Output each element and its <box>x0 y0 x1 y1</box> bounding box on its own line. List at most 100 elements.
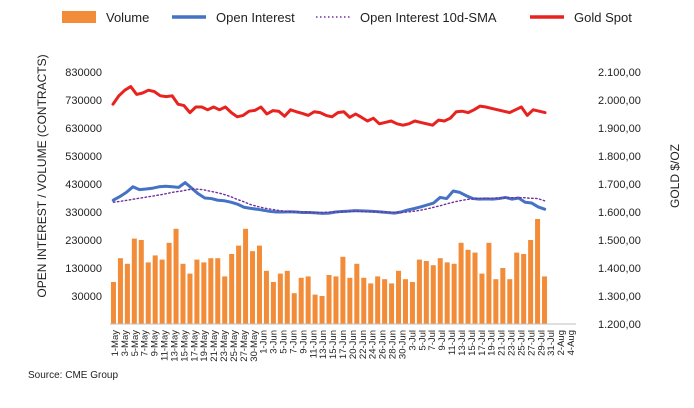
legend-label: Gold Spot <box>574 10 632 25</box>
volume-bar <box>479 273 485 324</box>
left-tick-label: 130000 <box>65 263 102 275</box>
left-tick-label: 230000 <box>65 235 102 247</box>
x-tick-label: 24-Jun <box>368 330 379 359</box>
x-tick-label: 3-Jun <box>269 330 280 354</box>
volume-bar <box>416 259 422 324</box>
x-tick-label: 26-Jun <box>378 330 389 359</box>
volume-bar <box>284 270 290 324</box>
left-axis-ticks: 830000 730000 630000 530000 430000 330000 2300… <box>65 67 102 303</box>
volume-bar <box>277 273 283 324</box>
volume-bar <box>166 242 172 324</box>
x-tick-label: 13-Jun <box>318 330 329 359</box>
volume-bar <box>222 276 228 324</box>
volume-bar <box>396 270 402 324</box>
volume-bar <box>507 279 513 324</box>
x-tick-label: 30-Jun <box>398 330 409 359</box>
volume-bar <box>180 263 186 324</box>
volume-bar <box>368 283 374 324</box>
volume-bar <box>500 268 506 324</box>
x-tick-label: 28-Jun <box>388 330 399 359</box>
volume-bar <box>291 293 297 324</box>
volume-bar <box>486 242 492 324</box>
left-tick-label: 330000 <box>65 207 102 219</box>
volume-bar <box>159 259 165 324</box>
x-tick-label: 17-Jun <box>338 330 349 359</box>
left-axis-label: OPEN INTEREST / VOLUME (CONTRACTS) <box>35 54 49 297</box>
right-tick-label: 2.100,00 <box>598 67 641 79</box>
legend-item: Open Interest 10d-SMA <box>316 10 497 25</box>
x-tick-label: 7-Jul <box>427 330 438 351</box>
volume-bar <box>389 283 395 324</box>
volume-bar <box>263 270 269 324</box>
volume-bar <box>423 261 429 324</box>
right-tick-label: 1.800,00 <box>598 151 641 163</box>
left-tick-label: 430000 <box>65 179 102 191</box>
x-tick-label: 5-Jun <box>279 330 290 354</box>
volume-bar <box>236 245 242 324</box>
volume-bar <box>152 255 158 324</box>
legend-swatch <box>62 11 96 23</box>
left-tick-label: 30000 <box>71 291 102 303</box>
x-tick-label: 15-Jun <box>328 330 339 359</box>
x-tick-label: 25-Jul <box>517 330 528 356</box>
volume-bar <box>326 275 332 324</box>
right-tick-label: 1.500,00 <box>598 235 641 247</box>
x-tick-label: 29-Jul <box>536 330 547 356</box>
x-tick-label: 30-May <box>249 330 260 362</box>
x-tick-label: 9-Jun <box>298 330 309 354</box>
volume-bars <box>110 219 548 324</box>
volume-bar <box>430 265 436 324</box>
volume-bar <box>298 277 304 324</box>
volume-bar <box>256 245 262 324</box>
volume-bar <box>437 258 443 324</box>
volume-bar <box>201 262 207 324</box>
volume-bar <box>402 279 408 324</box>
right-tick-label: 1.400,00 <box>598 263 641 275</box>
legend-item: Open Interest <box>172 10 295 25</box>
x-tick-label: 13-Jul <box>457 330 468 356</box>
volume-bar <box>375 276 381 324</box>
volume-bar <box>333 276 339 324</box>
volume-bar <box>305 276 311 324</box>
left-tick-label: 830000 <box>65 67 102 79</box>
x-tick-label: 11-May <box>160 330 171 361</box>
right-tick-label: 1.900,00 <box>598 123 641 135</box>
volume-bar <box>535 219 541 324</box>
volume-bar <box>528 240 534 324</box>
volume-bar <box>173 228 179 324</box>
x-tick-label: 7-May <box>140 330 151 357</box>
volume-bar <box>514 252 520 324</box>
left-tick-label: 630000 <box>65 123 102 135</box>
x-tick-label: 23-May <box>219 330 230 362</box>
right-axis-label: GOLD $/OZ <box>668 144 682 208</box>
x-tick-label: 9-Jul <box>437 330 448 351</box>
left-tick-label: 530000 <box>65 151 102 163</box>
right-tick-label: 2.000,00 <box>598 95 641 107</box>
x-tick-label: 15-May <box>179 330 190 362</box>
x-tick-label: 9-May <box>150 330 161 357</box>
x-tick-label: 13-May <box>169 330 180 362</box>
left-tick-label: 730000 <box>65 95 102 107</box>
x-tick-label: 27-Jul <box>526 330 537 356</box>
volume-bar <box>409 282 415 324</box>
volume-bar <box>208 258 214 324</box>
volume-bar <box>465 249 471 324</box>
x-tick-label: 5-Jul <box>417 330 428 351</box>
volume-bar <box>187 273 193 324</box>
x-tick-label: 3-Jul <box>407 330 418 351</box>
volume-bar <box>110 282 116 324</box>
volume-bar <box>124 263 130 324</box>
volume-bar <box>250 251 256 324</box>
series-lines <box>111 85 547 215</box>
right-tick-label: 1.600,00 <box>598 207 641 219</box>
volume-bar <box>340 256 346 324</box>
volume-bar <box>521 254 527 324</box>
x-tick-label: 25-May <box>229 330 240 362</box>
x-tick-label: 31-Jul <box>546 330 557 356</box>
x-tick-label: 2-Aug <box>556 330 567 355</box>
x-tick-label: 3-May <box>120 330 131 357</box>
volume-bar <box>117 258 123 324</box>
volume-bar <box>243 228 249 324</box>
x-tick-label: 11-Jul <box>447 330 458 355</box>
